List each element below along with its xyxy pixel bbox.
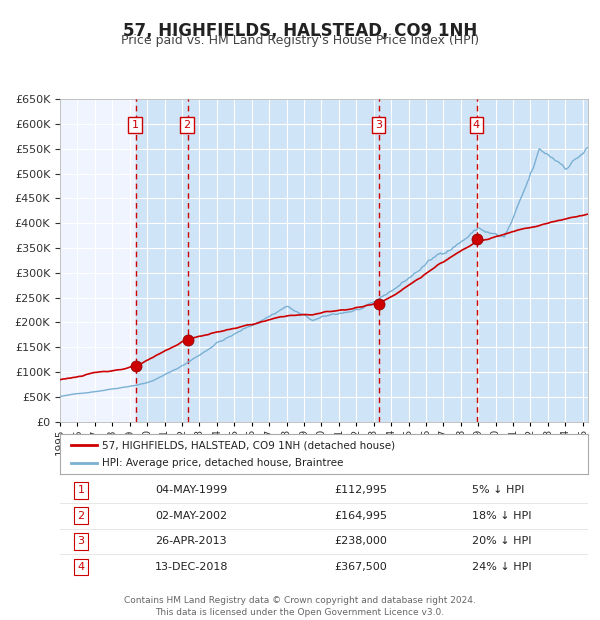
Text: 3: 3 <box>77 536 85 546</box>
Text: £112,995: £112,995 <box>335 485 388 495</box>
Bar <box>188 99 379 422</box>
Text: Price paid vs. HM Land Registry's House Price Index (HPI): Price paid vs. HM Land Registry's House … <box>121 34 479 47</box>
Text: £367,500: £367,500 <box>335 562 388 572</box>
Text: 13-DEC-2018: 13-DEC-2018 <box>155 562 229 572</box>
Text: £238,000: £238,000 <box>335 536 388 546</box>
Bar <box>136 99 188 422</box>
Text: 57, HIGHFIELDS, HALSTEAD, CO9 1NH: 57, HIGHFIELDS, HALSTEAD, CO9 1NH <box>123 22 477 40</box>
Text: 24% ↓ HPI: 24% ↓ HPI <box>472 562 532 572</box>
Text: 4: 4 <box>473 120 480 130</box>
Text: 4: 4 <box>77 562 85 572</box>
Text: 3: 3 <box>375 120 382 130</box>
Text: HPI: Average price, detached house, Braintree: HPI: Average price, detached house, Brai… <box>102 458 344 468</box>
Text: This data is licensed under the Open Government Licence v3.0.: This data is licensed under the Open Gov… <box>155 608 445 617</box>
Bar <box>379 99 478 422</box>
Text: 1: 1 <box>131 120 139 130</box>
Text: 2: 2 <box>183 120 190 130</box>
Text: 02-MAY-2002: 02-MAY-2002 <box>155 511 227 521</box>
Text: 20% ↓ HPI: 20% ↓ HPI <box>472 536 532 546</box>
Text: 1: 1 <box>77 485 85 495</box>
Text: 2: 2 <box>77 511 85 521</box>
Text: 04-MAY-1999: 04-MAY-1999 <box>155 485 227 495</box>
Text: 57, HIGHFIELDS, HALSTEAD, CO9 1NH (detached house): 57, HIGHFIELDS, HALSTEAD, CO9 1NH (detac… <box>102 440 395 450</box>
Text: Contains HM Land Registry data © Crown copyright and database right 2024.: Contains HM Land Registry data © Crown c… <box>124 596 476 606</box>
Text: 26-APR-2013: 26-APR-2013 <box>155 536 227 546</box>
Text: £164,995: £164,995 <box>335 511 388 521</box>
Text: 18% ↓ HPI: 18% ↓ HPI <box>472 511 532 521</box>
Bar <box>478 99 588 422</box>
Text: 5% ↓ HPI: 5% ↓ HPI <box>472 485 524 495</box>
